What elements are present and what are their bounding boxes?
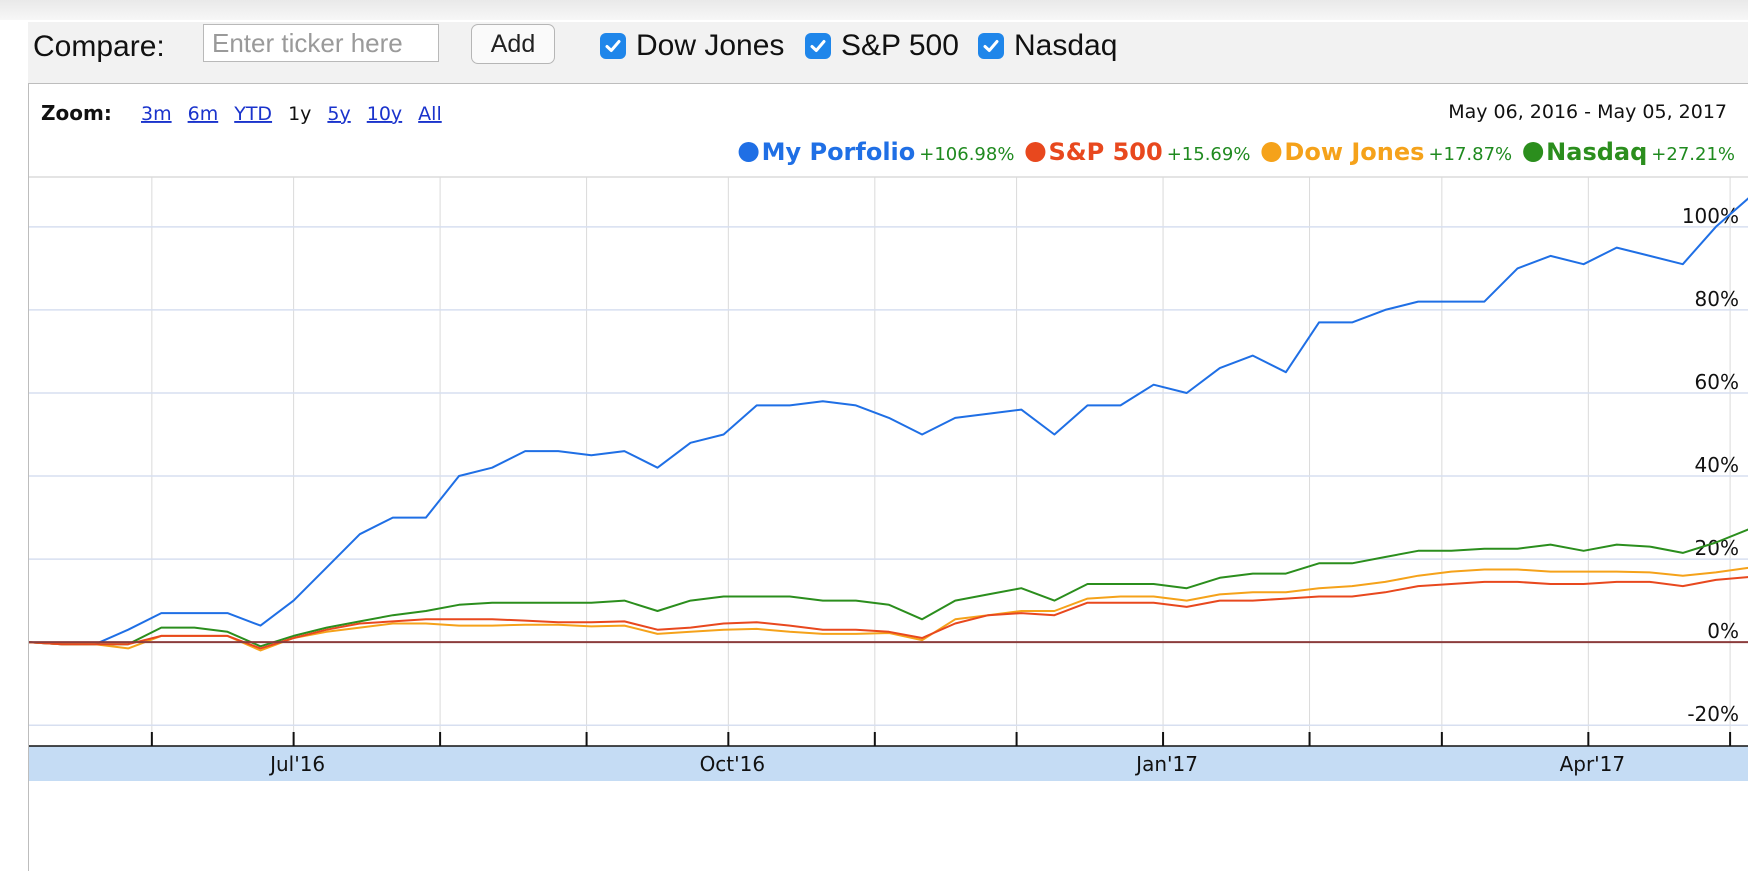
zoom-label: Zoom: (41, 101, 112, 125)
performance-chart: Zoom: 3m 6m YTD 1y 5y 10y All May 06, 2016 - May… (28, 101, 1748, 781)
y-tick-label: -20% (1687, 702, 1739, 726)
toggle-label: Dow Jones (636, 29, 785, 62)
x-axis-band (29, 746, 1748, 781)
legend-series-change: +17.87% (1428, 144, 1512, 165)
y-tick-label: 20% (1695, 536, 1739, 560)
y-tick-label: 80% (1695, 287, 1739, 311)
legend-series-name: S&P 500 (1048, 138, 1162, 166)
x-tick-label: Apr'17 (1560, 752, 1626, 776)
legend-series-name: Nasdaq (1546, 138, 1647, 166)
legend-dot-icon (1025, 142, 1046, 162)
window-top-strip (0, 0, 1748, 20)
series-line-nasdaq (28, 528, 1748, 648)
legend-dot-icon (1261, 142, 1282, 162)
zoom-option-ytd[interactable]: YTD (233, 103, 272, 125)
date-range: May 06, 2016 - May 05, 2017 (1448, 101, 1727, 123)
y-tick-label: 60% (1695, 370, 1739, 394)
zoom-option-1y[interactable]: 1y (288, 103, 311, 125)
zoom-option-6m[interactable]: 6m (188, 103, 219, 125)
checkbox-checked-icon[interactable] (805, 33, 831, 59)
toggle-label: S&P 500 (841, 29, 959, 62)
zoom-option-all[interactable]: All (418, 103, 442, 125)
toggle-sp500[interactable]: S&P 500 (805, 29, 959, 62)
toggle-nasdaq[interactable]: Nasdaq (978, 29, 1118, 62)
compare-toolbar: Compare: Add Dow Jones S&P 500 Nasdaq (28, 22, 1748, 85)
toggle-label: Nasdaq (1014, 29, 1118, 62)
y-tick-label: 40% (1695, 453, 1739, 477)
y-tick-label: 100% (1682, 204, 1739, 228)
legend-dot-icon (738, 142, 759, 162)
series-line-dow-jones (28, 566, 1748, 652)
x-tick-label: Jan'17 (1134, 752, 1198, 776)
y-tick-label: 0% (1707, 619, 1739, 643)
x-tick-label: Oct'16 (700, 752, 766, 776)
add-button[interactable]: Add (471, 24, 555, 64)
legend-series-name: My Porfolio (762, 138, 916, 166)
legend-series-name: Dow Jones (1284, 138, 1424, 166)
zoom-option-3m[interactable]: 3m (141, 103, 172, 125)
series-line-my-porfolio (28, 197, 1748, 646)
legend-series-change: +27.21% (1651, 144, 1735, 165)
series-line-s-p-500 (28, 576, 1748, 650)
chart-frame: Zoom: 3m 6m YTD 1y 5y 10y All May 06, 2016 - May… (28, 83, 1748, 871)
legend-series-change: +15.69% (1167, 144, 1251, 165)
zoom-option-5y[interactable]: 5y (327, 103, 350, 125)
zoom-option-10y[interactable]: 10y (367, 103, 402, 125)
toggle-dow-jones[interactable]: Dow Jones (600, 29, 785, 62)
legend-series-change: +106.98% (919, 144, 1014, 165)
checkbox-checked-icon[interactable] (600, 33, 626, 59)
compare-label: Compare: (33, 30, 165, 63)
legend-dot-icon (1523, 142, 1544, 162)
ticker-input[interactable] (203, 24, 439, 62)
checkbox-checked-icon[interactable] (978, 33, 1004, 59)
x-tick-label: Jul'16 (268, 752, 325, 776)
